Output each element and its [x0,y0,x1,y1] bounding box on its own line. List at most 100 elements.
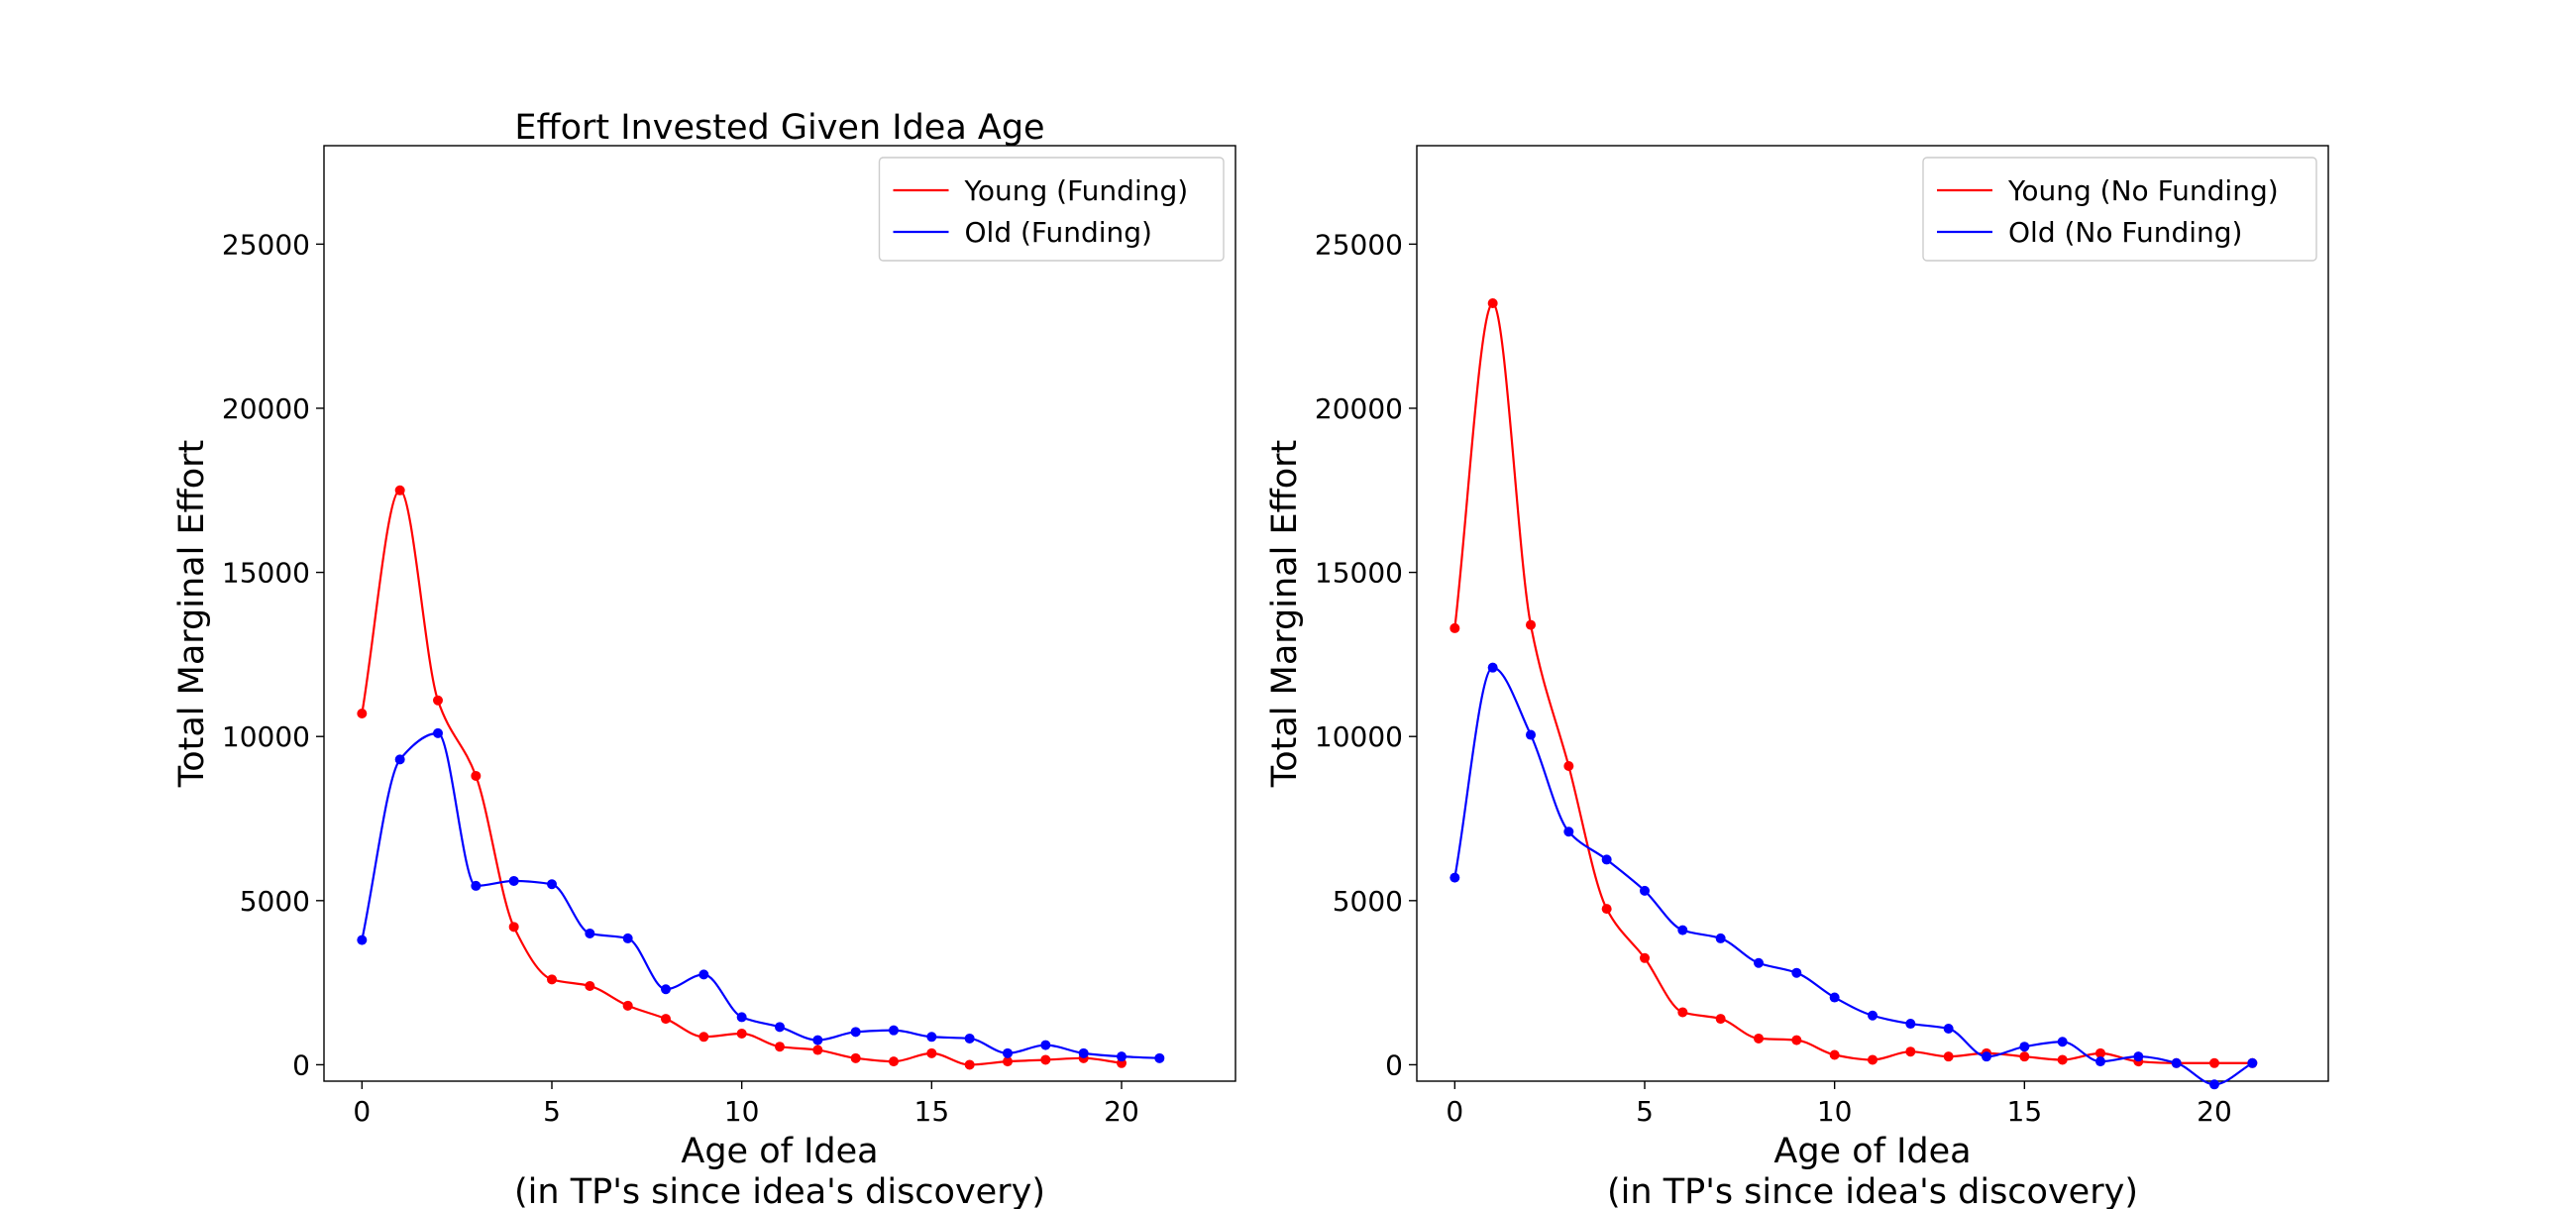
y-tick-label: 5000 [1333,885,1403,918]
data-point [357,709,368,719]
data-point [2057,1054,2068,1065]
data-point [1526,729,1536,740]
data-point [2057,1037,2068,1047]
data-point [964,1033,975,1044]
data-point [1982,1051,1991,1062]
x-axis-label: Age of Idea [1773,1132,1971,1171]
y-tick-label: 0 [1385,1048,1403,1081]
x-tick-label: 15 [914,1095,950,1128]
data-point [1905,1019,1916,1030]
data-point [1078,1047,1089,1058]
x-tick-label: 10 [1817,1095,1853,1128]
data-point [471,880,482,891]
data-point [661,1014,671,1025]
data-point [1563,761,1574,772]
y-tick-label: 10000 [222,720,310,753]
data-point [1003,1056,1013,1067]
legend-box [878,157,1225,262]
data-point [547,974,557,985]
legend-label: Old (No Funding) [2008,216,2242,249]
data-point [926,1047,937,1058]
data-point [622,1000,633,1011]
data-point [1677,1007,1688,1018]
data-point [1117,1051,1127,1062]
data-point [2171,1057,2182,1068]
data-point [850,1052,861,1063]
data-point [1040,1054,1051,1065]
data-point [2019,1051,2030,1062]
data-point [1601,854,1612,865]
data-point [1003,1047,1013,1058]
legend-label: Young (Funding) [964,174,1189,207]
data-point [889,1025,899,1036]
y-tick-label: 25000 [222,228,310,261]
chart-panel-2: 0 5 10 15 20 0 5000 10000 15000 20000 25000 Age of … [1265,145,2329,1209]
data-point [1449,872,1460,883]
data-point [698,1032,709,1043]
data-point [1601,904,1612,915]
data-point [433,727,443,738]
data-point [1487,297,1498,308]
y-axis-label: Total Marginal Effort [172,440,212,788]
y-tick-label: 0 [292,1048,310,1081]
x-axis-label-line2: (in TP's since idea's discovery) [514,1172,1045,1209]
x-tick-label: 0 [353,1095,371,1128]
data-point [1640,885,1650,896]
y-tick-label: 15000 [222,557,310,590]
x-tick-label: 10 [724,1095,760,1128]
data-point [433,695,443,706]
y-axis-label: Total Marginal Effort [1265,440,1305,788]
data-point [1791,967,1802,978]
series-line-2 [361,731,1160,1059]
data-point [698,969,709,980]
data-point [1868,1010,1878,1021]
data-point [1487,662,1498,673]
data-point [850,1027,861,1038]
x-tick-label: 0 [1446,1095,1463,1128]
data-point [2133,1051,2144,1062]
plot-frame [323,145,1236,1082]
data-point [1905,1046,1916,1057]
data-point [1040,1040,1051,1050]
data-point [2019,1042,2030,1052]
data-point [812,1035,823,1045]
data-point [1715,1014,1726,1025]
legend-label: Old (Funding) [965,216,1152,249]
y-tick-label: 10000 [1315,720,1403,753]
data-point [2095,1056,2105,1067]
data-point [1754,957,1764,968]
data-point [1943,1051,1954,1062]
x-tick-label: 5 [543,1095,561,1128]
x-tick-label: 20 [2197,1095,2232,1128]
legend-label: Young (No Funding) [2007,174,2279,207]
data-point [1449,622,1460,633]
x-axis-label: Age of Idea [681,1132,878,1171]
data-point [1677,925,1688,935]
x-tick-label: 5 [1636,1095,1654,1128]
y-tick-label: 20000 [1315,392,1403,425]
data-point [547,879,557,890]
chart-title: Effort Invested Given Idea Age [514,108,1044,148]
data-point [394,754,405,765]
data-point [1943,1024,1954,1035]
data-point [1563,826,1574,837]
data-point [661,984,671,995]
y-tick-label: 15000 [1315,557,1403,590]
data-point [1526,619,1536,630]
data-point [622,933,633,943]
data-point [1640,952,1650,963]
data-point [1154,1052,1165,1063]
data-point [2209,1057,2219,1068]
legend: Young (No Funding) Old (No Funding) [1922,157,2317,262]
data-point [926,1032,937,1043]
y-tick-label: 20000 [222,392,310,425]
data-point [1829,992,1840,1003]
data-point [775,1042,785,1052]
y-tick-label: 5000 [240,885,310,918]
data-point [2247,1057,2258,1068]
data-point [1754,1033,1764,1044]
plot-frame [1416,145,2329,1082]
data-point [1829,1049,1840,1060]
data-point [2209,1079,2219,1090]
